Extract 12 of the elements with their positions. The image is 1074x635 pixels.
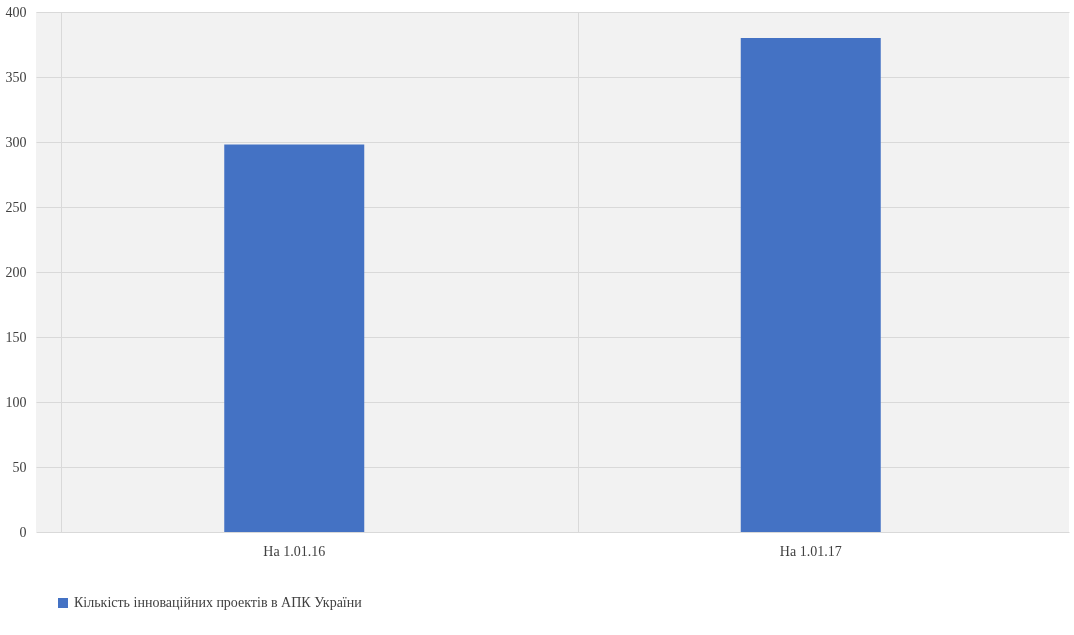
y-tick-label: 0 [19, 524, 27, 540]
y-tick-label: 150 [5, 329, 27, 345]
x-tick-label: На 1.01.16 [263, 543, 326, 559]
y-tick-label: 200 [5, 264, 27, 280]
y-tick-label: 100 [5, 394, 27, 410]
legend-label: Кількість інноваційних проектів в АПК України [74, 595, 363, 610]
y-tick-label: 350 [5, 69, 27, 85]
y-tick-label: 50 [12, 459, 27, 475]
x-tick-label: На 1.01.17 [779, 543, 842, 559]
y-tick-label: 300 [5, 134, 27, 150]
y-tick-label: 250 [5, 199, 27, 215]
y-tick-label: 400 [5, 4, 27, 20]
